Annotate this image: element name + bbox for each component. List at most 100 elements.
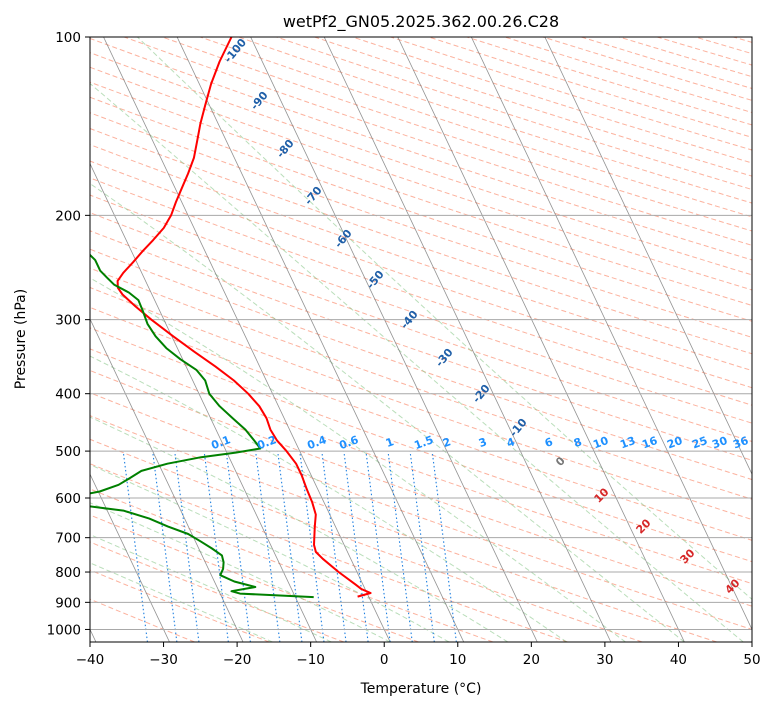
dry-adiabat (352, 37, 752, 164)
y-tick-label: 1000 (47, 622, 81, 638)
dry-adiabat-label: -90 (248, 89, 271, 113)
dry-adiabat-label: -60 (332, 227, 355, 251)
dry-adiabat (90, 438, 643, 642)
mixing-ratio-line (152, 451, 178, 642)
dry-adiabat (90, 160, 752, 389)
dry-adiabat-label: -30 (433, 346, 456, 370)
mixing-ratio-label: 6 (543, 435, 555, 450)
dry-adiabat (733, 37, 752, 43)
y-axis-ticks: 100 200 300 400 500 600 700 800 900 1000 (47, 30, 90, 638)
mixing-ratio-label: 20 (665, 434, 684, 452)
mixing-ratio-label: 0.6 (337, 433, 360, 452)
mixing-ratio-line (431, 451, 457, 642)
moist-adiabat-label: 30 (678, 546, 698, 566)
x-axis-label: Temperature (°C) (360, 681, 482, 697)
x-tick-label: 20 (523, 652, 540, 668)
mixing-ratio-label: 30 (710, 434, 729, 452)
mixing-ratio-label: 1.5 (412, 433, 435, 452)
dry-adiabat (90, 96, 752, 322)
dry-adiabat (90, 327, 752, 563)
temperature-profile (116, 37, 372, 598)
mixing-ratio-line (122, 451, 148, 642)
x-tick-label: 40 (670, 652, 687, 668)
y-tick-label: 200 (55, 208, 81, 224)
mixing-ratio-line (365, 451, 391, 642)
y-tick-label: 900 (55, 595, 81, 611)
mixing-ratio-line (255, 451, 281, 642)
y-tick-label: 300 (55, 313, 81, 329)
dry-adiabat (90, 541, 344, 642)
isotherm (176, 37, 465, 642)
dry-adiabat (90, 569, 270, 642)
background-lines (6, 37, 752, 642)
y-tick-label: 800 (55, 565, 81, 581)
moist-adiabat-label: 10 (592, 485, 612, 505)
background-labels: -100-90-80-70-60-50-40-30-20-100.1 0.2 0.4… (209, 36, 750, 597)
isotherm (323, 37, 612, 642)
plot-frame (89, 36, 753, 643)
dry-adiabat (90, 177, 752, 406)
moist-adiabat (90, 82, 744, 642)
dry-adiabat (90, 415, 717, 642)
moist-adiabat-label: 0 (553, 454, 568, 469)
dry-adiabat (90, 463, 568, 642)
mixing-ratio-line (409, 451, 435, 642)
dry-adiabat-label: -40 (398, 308, 421, 332)
mixing-ratio-label: 2 (441, 435, 453, 450)
dry-adiabat (90, 348, 752, 585)
mixing-ratio-label: 8 (572, 435, 584, 450)
dry-adiabat (90, 598, 195, 642)
dry-adiabat (90, 52, 752, 276)
dry-adiabat (90, 66, 752, 291)
y-tick-label: 700 (55, 531, 81, 547)
mixing-ratio-label: 10 (591, 434, 610, 452)
mixing-ratio-label: 4 (505, 435, 517, 450)
x-tick-label: −20 (223, 652, 252, 668)
mixing-ratio-label: 1 (384, 435, 396, 450)
dry-adiabat-label: -100 (221, 36, 249, 66)
moist-adiabat-label: 20 (634, 516, 654, 536)
isotherm (90, 473, 170, 642)
dry-adiabat (90, 286, 752, 521)
mixing-ratio-line (203, 451, 229, 642)
y-tick-label: 400 (55, 387, 81, 403)
mixing-ratio-line (174, 451, 200, 642)
isotherm (250, 37, 538, 642)
x-tick-label: 10 (449, 652, 466, 668)
x-tick-label: 50 (743, 652, 760, 668)
dry-adiabat (276, 37, 752, 191)
dry-adiabat-label: -50 (364, 268, 387, 292)
mixing-ratio-line (321, 451, 347, 642)
x-tick-label: −10 (296, 652, 325, 668)
moist-adiabat (90, 355, 567, 642)
dry-adiabat (90, 144, 752, 372)
mixing-ratio-label: 0.1 (209, 433, 232, 452)
dry-adiabat (466, 37, 752, 126)
isotherm (470, 37, 752, 631)
mixing-ratio-label: 0.4 (305, 433, 328, 452)
isotherm (103, 37, 391, 642)
y-tick-label: 600 (55, 491, 81, 507)
moist-adiabat (90, 182, 685, 642)
dry-adiabat (90, 369, 752, 607)
dry-adiabat (90, 212, 752, 443)
x-axis-ticks: −40 −30 −20 −10 0 10 20 30 40 50 (76, 642, 761, 668)
mixing-ratio-label: 36 (731, 434, 750, 452)
dry-adiabat (90, 392, 752, 630)
isotherm (544, 37, 752, 476)
x-tick-label: −30 (149, 652, 178, 668)
isotherm (90, 162, 317, 642)
mixing-ratio-line (6, 451, 30, 642)
dry-adiabat (90, 514, 419, 642)
dry-adiabat (238, 37, 752, 204)
x-tick-label: −40 (76, 652, 105, 668)
x-tick-label: 0 (380, 652, 389, 668)
mixing-ratio-line (277, 451, 303, 642)
mixing-ratio-label: 0.2 (255, 433, 278, 452)
dry-adiabat (90, 112, 752, 338)
y-tick-label: 500 (55, 444, 81, 460)
x-tick-label: 30 (596, 652, 613, 668)
dry-adiabat (90, 81, 752, 306)
data-series (90, 37, 372, 599)
